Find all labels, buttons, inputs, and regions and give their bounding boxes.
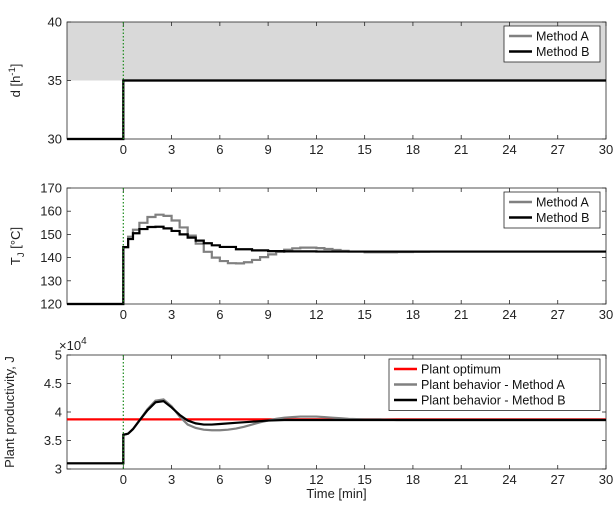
- y-tick-label: 130: [40, 273, 62, 288]
- x-tick-label: 21: [454, 142, 468, 157]
- x-tick-label: 30: [599, 307, 613, 322]
- y-tick-label: 160: [40, 204, 62, 219]
- x-tick-label: 0: [120, 142, 127, 157]
- y-exponent-power: 4: [81, 336, 87, 347]
- x-tick-label: 12: [309, 307, 323, 322]
- legend-box: [388, 358, 601, 411]
- y-tick-label: 5: [55, 348, 62, 363]
- y-tick-label: 4.5: [44, 376, 62, 391]
- series-line-method-b: [67, 225, 606, 306]
- x-tick-label: 18: [406, 142, 420, 157]
- series-line-method-a: [67, 79, 606, 141]
- y-exponent-label: ×104: [59, 336, 87, 353]
- series-lines: [67, 398, 606, 465]
- y-axis-label: d [h-1]: [7, 64, 23, 98]
- x-tick-label: 15: [357, 307, 371, 322]
- x-tick-label: 6: [216, 142, 223, 157]
- y-tick-label: 120: [40, 297, 62, 312]
- x-tick-label: 15: [357, 472, 371, 487]
- series-line-method-b: [67, 79, 606, 141]
- series-lines: [67, 213, 606, 306]
- y-tick-label: 140: [40, 250, 62, 265]
- legend-label: Method A: [536, 196, 589, 210]
- legend-box: [503, 191, 601, 229]
- x-tick-label: 12: [309, 142, 323, 157]
- x-tick-label: 9: [265, 472, 272, 487]
- x-tick-label: 12: [309, 472, 323, 487]
- y-tick-label: 3: [55, 462, 62, 477]
- x-tick-label: 27: [550, 142, 564, 157]
- panel-middle: 0 3 6 9 12 15 18 21 24 27 30 120 130 140 150 160 170 TJ […: [8, 181, 613, 323]
- series-lines: [67, 79, 606, 141]
- series-line-plant-behavior-method-b: [67, 400, 606, 465]
- y-tick-label: 30: [48, 132, 62, 147]
- x-tick-label: 18: [406, 472, 420, 487]
- y-tick-label: 3.5: [44, 433, 62, 448]
- x-tick-label: 30: [599, 142, 613, 157]
- x-tick-label: 15: [357, 142, 371, 157]
- x-tick-label: 21: [454, 472, 468, 487]
- x-tick-label: 0: [120, 472, 127, 487]
- x-axis-label: Time [min]: [306, 486, 366, 501]
- x-tick-label: 24: [502, 307, 516, 322]
- x-tick-label: 24: [502, 142, 516, 157]
- y-tick-label: 170: [40, 181, 62, 196]
- x-tick-label: 27: [550, 472, 564, 487]
- x-tick-label: 24: [502, 472, 516, 487]
- x-tick-label: 3: [168, 307, 175, 322]
- legend-label: Plant behavior - Method A: [421, 378, 565, 392]
- x-tick-label: 21: [454, 307, 468, 322]
- x-tick-label: 3: [168, 472, 175, 487]
- x-tick-label: 3: [168, 142, 175, 157]
- legend-label: Method B: [536, 45, 590, 59]
- x-tick-label: 6: [216, 472, 223, 487]
- y-tick-label: 4: [55, 405, 62, 420]
- x-tick-label: 6: [216, 307, 223, 322]
- y-tick-label: 35: [48, 73, 62, 88]
- legend-label: Plant behavior - Method B: [421, 394, 566, 408]
- legend-label: Method B: [536, 211, 590, 225]
- x-tick-label: 9: [265, 307, 272, 322]
- y-axis-label: Plant productivity, J: [2, 356, 17, 468]
- x-tick-label: 30: [599, 472, 613, 487]
- x-tick-label: 18: [406, 307, 420, 322]
- y-tick-label: 150: [40, 227, 62, 242]
- x-tick-label: 9: [265, 142, 272, 157]
- x-tick-label: 27: [550, 307, 564, 322]
- legend-box: [503, 25, 601, 63]
- x-tick-label: 0: [120, 307, 127, 322]
- y-tick-label: 40: [48, 15, 62, 30]
- y-axis-label: TJ [°C]: [8, 227, 27, 265]
- plot-frame: [66, 187, 607, 305]
- panel-bottom: 0 3 6 9 12 15 18 21 24 27 30 3 3.5 4 4.5 5×104 Plant pro…: [2, 336, 613, 501]
- legend-label: Method A: [536, 30, 589, 44]
- legend-label: Plant optimum: [421, 363, 501, 377]
- panel-top: 0 3 6 9 12 15 18 21 24 27 30 30 35 40 d [h-1] Method AM…: [7, 15, 613, 158]
